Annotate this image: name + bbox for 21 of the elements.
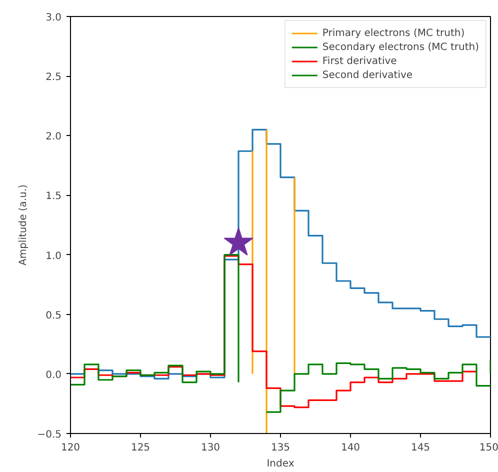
x-tick-label: 140 bbox=[340, 442, 360, 454]
y-tick-label: 0.5 bbox=[46, 310, 62, 322]
x-tick-label: 135 bbox=[270, 442, 290, 454]
legend-label: Second derivative bbox=[322, 69, 413, 81]
y-tick-label: 1.0 bbox=[46, 250, 62, 262]
x-tick-label: 145 bbox=[410, 442, 430, 454]
y-tick-label: −0.5 bbox=[37, 430, 62, 440]
legend-label: Primary electrons (MC truth) bbox=[322, 27, 465, 39]
y-tick-label: 0.0 bbox=[46, 370, 62, 381]
x-tick-label: 120 bbox=[60, 442, 80, 454]
legend-label: Secondary electrons (MC truth) bbox=[322, 41, 479, 53]
y-tick-label: 2.5 bbox=[46, 72, 62, 84]
y-tick-label: 2.0 bbox=[46, 132, 62, 143]
x-tick-label: 130 bbox=[200, 442, 220, 454]
y-tick-label: 3.0 bbox=[46, 12, 62, 24]
x-tick-label: 150 bbox=[479, 442, 498, 454]
legend-label: First derivative bbox=[322, 55, 397, 67]
x-tick-label: 125 bbox=[130, 442, 150, 454]
x-axis-title: Index bbox=[266, 458, 294, 470]
y-axis-title: Amplitude (a.u.) bbox=[18, 184, 30, 266]
y-tick-label: 1.5 bbox=[46, 191, 62, 202]
